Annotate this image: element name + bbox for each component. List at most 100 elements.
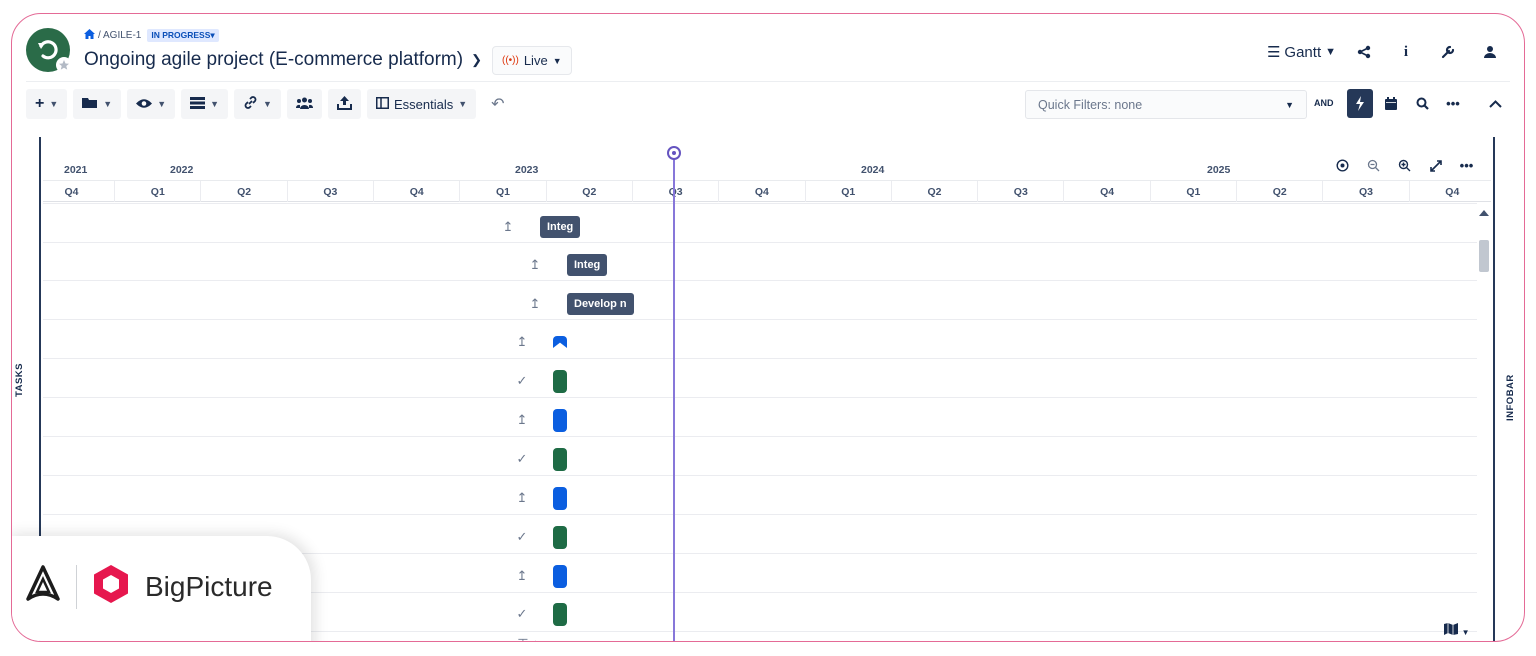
today-line <box>673 149 675 641</box>
upload-icon: ↥ <box>502 219 514 234</box>
check-icon: ✓ <box>516 529 528 544</box>
chevron-down-icon: ▼ <box>552 55 562 66</box>
task-bar[interactable] <box>553 487 567 510</box>
link-button[interactable]: ▼ <box>234 89 281 119</box>
chevron-down-icon: ▼ <box>1325 46 1336 58</box>
upload-icon <box>336 95 352 113</box>
quarter-label: Q3 <box>1322 181 1408 202</box>
team-button[interactable] <box>286 89 322 119</box>
view-switcher[interactable]: ☰ Gantt ▼ <box>1266 43 1336 62</box>
quick-filters-select[interactable]: Quick Filters: none ▼ <box>1025 90 1307 119</box>
row-divider <box>43 242 1477 243</box>
quarter-header: Q4 Q1 Q2 Q3 Q4 Q1 Q2 Q3 Q4 Q1 Q2 Q3 Q4 Q1 Q2 Q3 Q4 <box>43 180 1491 202</box>
share-icon[interactable] <box>1350 38 1378 66</box>
project-logo[interactable] <box>26 28 70 72</box>
wrench-icon[interactable] <box>1434 38 1462 66</box>
lightning-icon[interactable] <box>1347 89 1373 118</box>
task-bar[interactable]: Integ <box>540 216 581 238</box>
task-bar[interactable]: Integ <box>567 254 608 276</box>
zoom-out-icon[interactable] <box>1361 153 1386 178</box>
calendar-icon[interactable] <box>1378 89 1404 118</box>
year-label: 2021 <box>64 164 88 176</box>
toolbar-right: ••• <box>1347 89 1466 118</box>
quarter-label: Q4 <box>373 181 459 202</box>
chevron-down-icon: ▼ <box>103 99 113 109</box>
more-icon[interactable]: ••• <box>1459 158 1474 173</box>
task-bar[interactable] <box>553 370 567 393</box>
page-title[interactable]: Ongoing agile project (E-commerce platfo… <box>84 49 482 70</box>
undo-icon: ↶ <box>491 96 505 113</box>
quarter-label: Q1 <box>114 181 200 202</box>
scroll-thumb[interactable] <box>1479 240 1489 272</box>
quarter-label: Q2 <box>890 181 977 202</box>
users-icon <box>295 97 313 112</box>
chevron-down-icon: ❯ <box>471 52 482 67</box>
quarter-label: Q2 <box>1236 181 1322 202</box>
export-button[interactable] <box>327 89 361 119</box>
quarter-label: Q4 <box>1408 181 1491 202</box>
infobar-label[interactable]: INFOBAR <box>1505 374 1516 421</box>
zoom-controls: ••• <box>1330 153 1479 178</box>
more-icon[interactable]: ••• <box>1446 96 1460 111</box>
task-bar[interactable] <box>553 448 567 471</box>
upload-icon: ↥ <box>516 490 528 505</box>
task-bar[interactable]: Develop n <box>567 293 634 315</box>
task-bar[interactable] <box>553 526 567 549</box>
gantt-timeline[interactable]: 2021 2022 2023 2024 2025 Q4 Q1 Q2 Q3 Q4 Q1 Q2 Q3 Q4 Q… <box>43 137 1491 641</box>
search-icon[interactable] <box>1409 89 1435 118</box>
view-options-button[interactable]: ▼ <box>127 89 176 119</box>
layout-button[interactable]: ▼ <box>181 89 229 119</box>
essentials-button[interactable]: Essentials ▼ <box>366 89 477 119</box>
breadcrumb-key[interactable]: / AGILE-1 <box>98 30 142 41</box>
folder-button[interactable]: ▼ <box>73 89 122 119</box>
and-toggle[interactable]: AND <box>1314 98 1334 108</box>
info-icon[interactable]: i <box>1403 43 1409 60</box>
plus-icon: + <box>35 95 45 112</box>
collapse-icon[interactable] <box>1481 90 1509 118</box>
brand-divider <box>76 564 77 609</box>
status-badge[interactable]: IN PROGRESS▾ <box>147 29 219 42</box>
expand-icon[interactable] <box>1423 153 1448 178</box>
chevron-down-icon: ▼ <box>157 99 167 109</box>
today-marker-icon[interactable] <box>667 146 681 160</box>
row-divider <box>43 514 1477 515</box>
app-frame: / AGILE-1 IN PROGRESS▾ Ongoing agile pro… <box>11 13 1525 642</box>
upload-icon: ↥ <box>529 257 541 272</box>
undo-button[interactable]: ↶ <box>482 89 514 119</box>
quarter-label: Q4 <box>718 181 804 202</box>
live-dropdown[interactable]: ((•)) Live ▼ <box>492 46 572 75</box>
favorite-star-icon[interactable] <box>56 57 72 73</box>
user-icon[interactable] <box>1476 38 1504 66</box>
zoom-in-icon[interactable] <box>1392 153 1417 178</box>
scroll-up-icon[interactable] <box>1479 210 1489 216</box>
broadcast-icon: ((•)) <box>502 55 519 66</box>
appfire-logo-icon <box>26 565 60 608</box>
check-icon: ✓ <box>516 451 528 466</box>
row-divider <box>43 280 1477 281</box>
map-icon[interactable]: ▼ <box>1444 623 1470 638</box>
task-bar[interactable] <box>553 409 567 432</box>
row-divider <box>43 436 1477 437</box>
breadcrumb: / AGILE-1 IN PROGRESS▾ <box>84 29 219 42</box>
milestone-marker[interactable] <box>553 336 567 348</box>
brand-watermark: BigPicture <box>12 536 311 641</box>
task-bar[interactable] <box>553 603 567 626</box>
task-bar[interactable] <box>553 565 567 588</box>
tasks-panel-rail[interactable] <box>12 137 41 641</box>
vertical-scrollbar[interactable] <box>1477 202 1491 641</box>
tasks-label[interactable]: TASKS <box>14 363 25 397</box>
year-label: 2024 <box>861 164 885 176</box>
link-icon <box>243 95 258 113</box>
eye-icon <box>136 97 153 112</box>
chevron-down-icon: ▼ <box>1285 99 1294 110</box>
home-icon[interactable] <box>84 29 95 42</box>
expand-down-icon[interactable]: ⊤ ↓ <box>508 636 548 641</box>
target-icon[interactable] <box>1330 153 1355 178</box>
quarter-label: Q1 <box>459 181 545 202</box>
check-icon: ✓ <box>516 373 528 388</box>
add-button[interactable]: + ▼ <box>26 89 68 119</box>
infobar-panel-rail[interactable] <box>1493 137 1524 641</box>
upload-icon: ↥ <box>516 568 528 583</box>
row-divider <box>43 553 1477 554</box>
upload-icon: ↥ <box>529 296 541 311</box>
